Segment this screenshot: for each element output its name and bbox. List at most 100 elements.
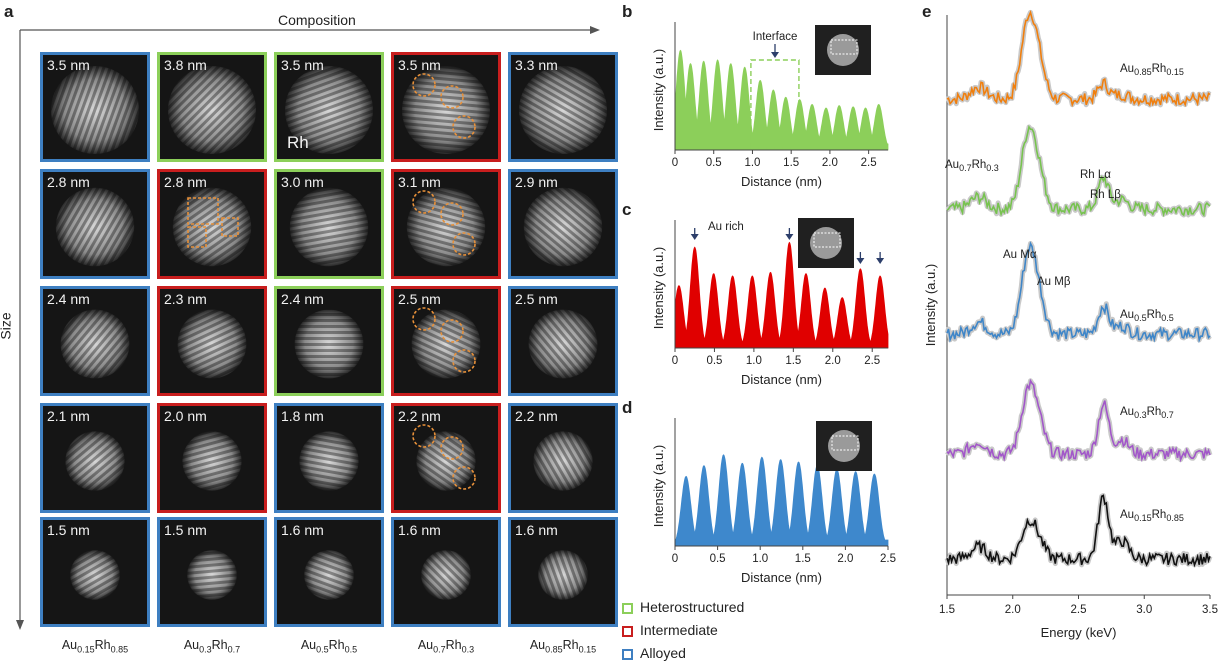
spectrum-line xyxy=(946,494,1211,568)
composition-label: Au0.85Rh0.15 xyxy=(529,638,597,655)
particle-size-label: 3.5 nm xyxy=(398,57,441,73)
particle-size-label: 2.3 nm xyxy=(164,291,207,307)
profile-area xyxy=(674,454,889,547)
x-tick-label: 1.0 xyxy=(752,553,768,565)
particle-size-label: 2.2 nm xyxy=(515,408,558,424)
particle-size-label: 3.3 nm xyxy=(515,57,558,73)
particle-size-label: 3.1 nm xyxy=(398,174,441,190)
inset-scan-box xyxy=(830,39,858,55)
particle-tile: 1.6 nm xyxy=(508,517,618,627)
particle-size-label: 2.9 nm xyxy=(515,174,558,190)
x-tick-label: 1.0 xyxy=(744,157,760,169)
particle-size-label: 1.5 nm xyxy=(47,522,90,538)
interface-box xyxy=(750,59,800,149)
legend-intermediate-swatch xyxy=(622,626,633,637)
x-tick-label: 1.0 xyxy=(746,355,762,367)
particle-tile: 3.0 nm xyxy=(274,169,384,279)
particle-size-label: 1.8 nm xyxy=(281,408,324,424)
y-axis-label: Intensity (a.u.) xyxy=(923,264,938,346)
x-axis-label: Energy (keV) xyxy=(1041,625,1117,640)
interface-arrow xyxy=(771,52,779,58)
inset-particle xyxy=(827,34,859,66)
particle-tile: 1.6 nm xyxy=(274,517,384,627)
particle-tile: 2.8 nm xyxy=(157,169,267,279)
panel-a-label: a xyxy=(4,2,14,21)
particle-size-label: 2.0 nm xyxy=(164,408,207,424)
particle-tile: 2.9 nm xyxy=(508,169,618,279)
x-axis-label: Distance (nm) xyxy=(741,174,822,189)
x-tick-label: 1.5 xyxy=(785,355,801,367)
composition-label: Au0.3Rh0.7 xyxy=(183,638,241,655)
spectrum-label: Au0.7Rh0.3 xyxy=(945,159,999,173)
particle-tile: 3.5 nm xyxy=(40,52,150,162)
particle-tile: 3.5 nm xyxy=(391,52,501,162)
particle-tile: 2.2 nm xyxy=(391,403,501,513)
panel-b-label: b xyxy=(622,2,633,21)
x-tick-label: 1.5 xyxy=(939,604,955,616)
x-axis-label: Distance (nm) xyxy=(741,372,822,387)
particle-tile: 2.4 nm xyxy=(274,286,384,396)
particle-size-label: 3.5 nm xyxy=(281,57,324,73)
x-tick-label: 0.5 xyxy=(710,553,726,565)
composition-label: Au0.7Rh0.3 xyxy=(417,638,475,655)
particle-tile: 3.8 nm xyxy=(157,52,267,162)
size-axis-label: Size xyxy=(0,312,14,340)
x-tick-label: 0 xyxy=(672,157,678,169)
inset-scan-box xyxy=(831,435,859,451)
spectrum-line xyxy=(946,241,1211,344)
au-rich-arrow xyxy=(690,234,699,240)
inset-particle xyxy=(828,430,860,462)
particle-tile: 3.1 nm xyxy=(391,169,501,279)
x-tick-label: 0.5 xyxy=(706,355,722,367)
au-rich-arrow xyxy=(876,258,885,264)
particle-tile: 1.6 nm xyxy=(391,517,501,627)
particle-size-label: 2.8 nm xyxy=(164,174,207,190)
x-tick-label: 2.0 xyxy=(1005,604,1021,616)
legend-alloyed: Alloyed xyxy=(640,645,686,661)
x-tick-label: 1.5 xyxy=(795,553,811,565)
peak-annotation: Au Mβ xyxy=(1037,276,1071,288)
x-tick-label: 0 xyxy=(672,553,678,565)
x-tick-label: 2.0 xyxy=(822,157,838,169)
chart-d: 0 0.5 1.0 1.5 2.0 2.5 Distance (nm) Intensity (… xyxy=(651,418,896,585)
particle-tile: 3.5 nm Rh xyxy=(274,52,384,162)
x-tick-label: 2.5 xyxy=(861,157,877,169)
particle-tile: 2.5 nm xyxy=(508,286,618,396)
legend-heterostructured-swatch xyxy=(622,603,633,614)
y-axis-label: Intensity (a.u.) xyxy=(651,49,666,131)
particle-tile: 3.3 nm xyxy=(508,52,618,162)
inset-particle xyxy=(810,227,842,259)
x-tick-label: 0.5 xyxy=(706,157,722,169)
particle-tile: 1.8 nm xyxy=(274,403,384,513)
particle-size-label: 3.0 nm xyxy=(281,174,324,190)
spectrum-line xyxy=(946,378,1211,463)
particle-size-label: 2.5 nm xyxy=(398,291,441,307)
panel-d-label: d xyxy=(622,398,633,417)
x-tick-label: 3.0 xyxy=(1136,604,1152,616)
interface-annotation: Interface xyxy=(753,31,798,43)
particle-size-label: 2.4 nm xyxy=(281,291,324,307)
chart-c: 0 0.5 1.0 1.5 2.0 2.5 Distance (nm) Intensity (… xyxy=(651,218,889,387)
x-tick-label: 2.5 xyxy=(864,355,880,367)
particle-tile: 2.0 nm xyxy=(157,403,267,513)
composition-label: Au0.15Rh0.85 xyxy=(61,638,129,655)
spectrum-label: Au0.3Rh0.7 xyxy=(1120,406,1174,420)
x-tick-label: 2.0 xyxy=(825,355,841,367)
spectrum-line xyxy=(946,125,1211,218)
peak-annotation: Au Mα xyxy=(1003,249,1037,261)
y-axis-label: Intensity (a.u.) xyxy=(651,445,666,527)
particle-tile: 2.1 nm xyxy=(40,403,150,513)
chart-b: 0 0.5 1.0 1.5 2.0 2.5 Distance (nm) Intensity (… xyxy=(651,22,889,189)
x-tick-label: 2.5 xyxy=(880,553,896,565)
x-tick-label: 2.0 xyxy=(837,553,853,565)
rh-label: Rh xyxy=(287,133,309,152)
x-tick-label: 3.5 xyxy=(1202,604,1218,616)
composition-axis-label: Composition xyxy=(278,12,356,28)
x-tick-label: 0 xyxy=(672,355,678,367)
particle-tile: 2.4 nm xyxy=(40,286,150,396)
spectrum-label: Au0.5Rh0.5 xyxy=(1120,309,1174,323)
au-rich-annotation: Au rich xyxy=(708,221,744,233)
particle-tile: 1.5 nm xyxy=(40,517,150,627)
legend-alloyed-swatch xyxy=(622,649,633,660)
profile-area xyxy=(674,49,889,151)
